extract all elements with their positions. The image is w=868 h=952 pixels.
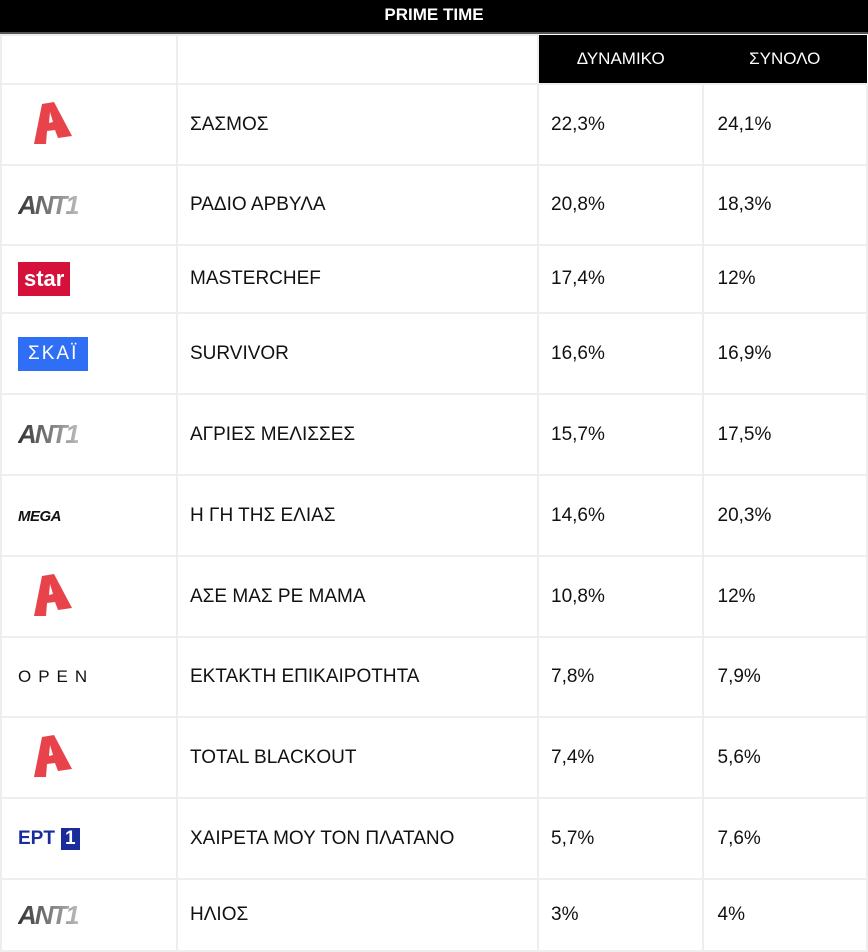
- channel-logo-cell: [0, 716, 178, 799]
- dynamiko-value: 10,8%: [537, 555, 704, 638]
- show-name: MASTERCHEF: [176, 244, 539, 314]
- show-name: ΗΛΙΟΣ: [176, 878, 539, 952]
- dynamiko-value: 16,6%: [537, 312, 704, 395]
- channel-logo-cell: star: [0, 244, 178, 314]
- dynamiko-value: 7,4%: [537, 716, 704, 799]
- table-row: ANT1 ΑΓΡΙΕΣ ΜΕΛΙΣΣΕΣ 15,7% 17,5%: [0, 393, 868, 476]
- synolo-value: 20,3%: [701, 474, 868, 557]
- show-name: ΡΑΔΙΟ ΑΡΒΥΛΑ: [176, 164, 539, 246]
- ant1-logo: ANT1: [18, 189, 80, 220]
- synolo-value: 12%: [701, 244, 868, 314]
- dynamiko-value: 17,4%: [537, 244, 704, 314]
- show-name: ΣΑΣΜΟΣ: [176, 83, 539, 166]
- ant1-logo: ANT1: [18, 419, 80, 449]
- synolo-value: 12%: [701, 555, 868, 638]
- table-row: ΣΑΣΜΟΣ 22,3% 24,1%: [0, 83, 868, 166]
- synolo-value: 24,1%: [701, 83, 868, 166]
- dynamiko-value: 5,7%: [537, 797, 704, 880]
- dynamiko-value: 15,7%: [537, 393, 704, 476]
- channel-logo-cell: ANT1: [0, 878, 178, 952]
- header-synolo: ΣΥΝΟΛΟ: [702, 35, 867, 84]
- open-logo: OPEN: [18, 667, 95, 686]
- dynamiko-value: 14,6%: [537, 474, 704, 557]
- header-empty-show: [176, 34, 539, 85]
- header-row: ΔΥΝΑΜΙΚΟ ΣΥΝΟΛΟ: [0, 34, 867, 85]
- table-row: OPEN ΕΚΤΑΚΤΗ ΕΠΙΚΑΙΡΟΤΗΤΑ 7,8% 7,9%: [0, 636, 868, 718]
- channel-logo-cell: ΕΡΤ 1: [0, 797, 178, 880]
- dynamiko-value: 3%: [537, 878, 704, 952]
- show-name: ΑΣΕ ΜΑΣ ΡΕ ΜΑΜΑ: [176, 555, 539, 638]
- ratings-table: ΔΥΝΑΜΙΚΟ ΣΥΝΟΛΟ ΣΑΣΜΟΣ 22,3% 24,1% ANT1 ΡΑΔΙ…: [0, 34, 868, 952]
- mega-logo: MEGA: [18, 507, 62, 525]
- dynamiko-value: 7,8%: [537, 636, 704, 718]
- alpha-logo: [28, 731, 76, 779]
- synolo-value: 17,5%: [701, 393, 868, 476]
- channel-logo-cell: [0, 555, 178, 638]
- synolo-value: 16,9%: [701, 312, 868, 395]
- show-name: ΑΓΡΙΕΣ ΜΕΛΙΣΣΕΣ: [176, 393, 539, 476]
- table-row: star MASTERCHEF 17,4% 12%: [0, 244, 868, 314]
- synolo-value: 18,3%: [701, 164, 868, 246]
- table-row: ANT1 ΡΑΔΙΟ ΑΡΒΥΛΑ 20,8% 18,3%: [0, 164, 868, 246]
- header-dynamiko: ΔΥΝΑΜΙΚΟ: [538, 35, 703, 84]
- channel-logo-cell: [0, 83, 178, 166]
- table-row: MEGA Η ΓΗ ΤΗΣ ΕΛΙΑΣ 14,6% 20,3%: [0, 474, 868, 557]
- dynamiko-value: 20,8%: [537, 164, 704, 246]
- show-name: Η ΓΗ ΤΗΣ ΕΛΙΑΣ: [176, 474, 539, 557]
- table-row: ANT1 ΗΛΙΟΣ 3% 4%: [0, 878, 868, 952]
- synolo-value: 4%: [701, 878, 868, 952]
- header-empty-logo: [0, 34, 178, 85]
- synolo-value: 5,6%: [701, 716, 868, 799]
- skai-logo: ΣΚΑΪ: [18, 336, 89, 371]
- ert1-logo: ΕΡΤ 1: [18, 827, 80, 850]
- show-name: ΧΑΙΡΕΤΑ ΜΟΥ ΤΟΝ ΠΛΑΤΑΝΟ: [176, 797, 539, 880]
- table-row: ΣΚΑΪ SURVIVOR 16,6% 16,9%: [0, 312, 868, 395]
- show-name: ΕΚΤΑΚΤΗ ΕΠΙΚΑΙΡΟΤΗΤΑ: [176, 636, 539, 718]
- synolo-value: 7,9%: [701, 636, 868, 718]
- channel-logo-cell: ANT1: [0, 393, 178, 476]
- channel-logo-cell: MEGA: [0, 474, 178, 557]
- alpha-logo: [28, 98, 76, 146]
- alpha-logo: [28, 570, 76, 618]
- show-name: SURVIVOR: [176, 312, 539, 395]
- ant1-logo: ANT1: [18, 899, 80, 930]
- channel-logo-cell: ΣΚΑΪ: [0, 312, 178, 395]
- table-row: TOTAL BLACKOUT 7,4% 5,6%: [0, 716, 868, 799]
- table-title: PRIME TIME: [0, 0, 868, 34]
- table-row: ΑΣΕ ΜΑΣ ΡΕ ΜΑΜΑ 10,8% 12%: [0, 555, 868, 638]
- table-row: ΕΡΤ 1 ΧΑΙΡΕΤΑ ΜΟΥ ΤΟΝ ΠΛΑΤΑΝΟ 5,7% 7,6%: [0, 797, 868, 880]
- dynamiko-value: 22,3%: [537, 83, 704, 166]
- star-logo: star: [18, 262, 71, 296]
- channel-logo-cell: OPEN: [0, 636, 178, 718]
- channel-logo-cell: ANT1: [0, 164, 178, 246]
- show-name: TOTAL BLACKOUT: [176, 716, 539, 799]
- synolo-value: 7,6%: [701, 797, 868, 880]
